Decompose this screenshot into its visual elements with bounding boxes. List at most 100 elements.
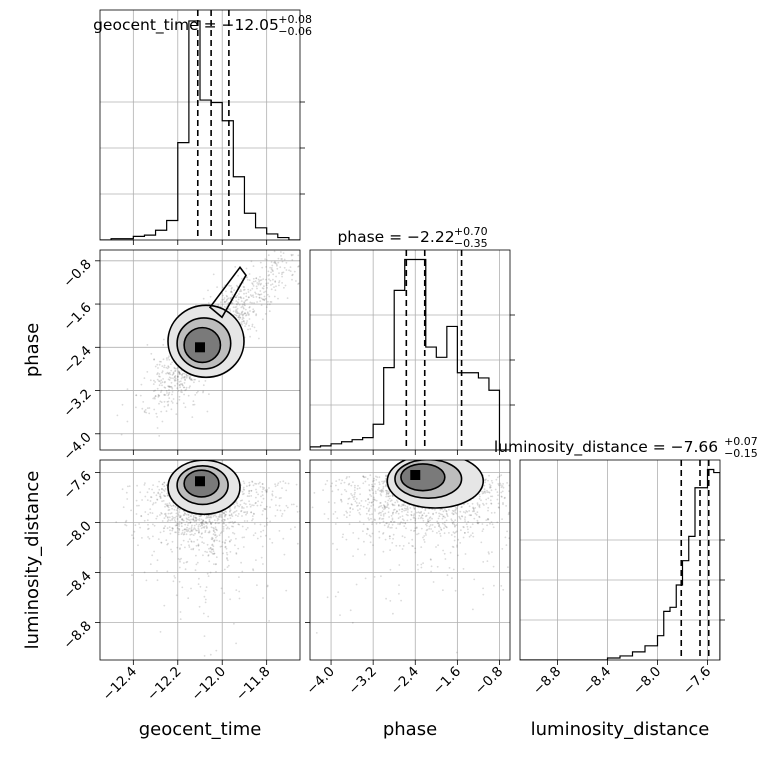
sample-point bbox=[555, 490, 557, 492]
sample-point bbox=[249, 328, 252, 330]
sample-point bbox=[357, 537, 360, 540]
sample-point bbox=[152, 523, 154, 526]
sample-point bbox=[195, 529, 198, 532]
sample-point bbox=[233, 532, 236, 535]
sample-point bbox=[539, 485, 541, 487]
sample-point bbox=[160, 410, 163, 413]
sample-point bbox=[362, 475, 365, 478]
sample-point bbox=[493, 584, 495, 587]
sample-point bbox=[218, 513, 221, 516]
sample-point bbox=[259, 481, 261, 484]
sample-point bbox=[184, 389, 187, 392]
sample-point bbox=[256, 301, 258, 303]
sample-point bbox=[406, 507, 409, 509]
sample-point bbox=[162, 500, 165, 502]
sample-point bbox=[169, 512, 172, 515]
sample-point bbox=[392, 533, 395, 536]
sample-point bbox=[179, 383, 182, 385]
sample-point bbox=[164, 505, 166, 508]
sample-point bbox=[469, 526, 472, 528]
sample-point bbox=[288, 269, 290, 272]
sample-point bbox=[182, 376, 185, 379]
sample-point bbox=[224, 541, 226, 544]
sample-point bbox=[197, 527, 200, 530]
contour-level-2 bbox=[400, 463, 446, 492]
scatter-1-frame bbox=[99, 459, 301, 661]
y-label-phase: phase bbox=[22, 323, 43, 377]
sample-point bbox=[183, 533, 186, 535]
sample-point bbox=[235, 300, 238, 302]
sample-point bbox=[241, 536, 244, 539]
sample-point bbox=[165, 504, 168, 507]
sample-point bbox=[478, 506, 481, 509]
sample-point bbox=[243, 511, 245, 514]
sample-point bbox=[478, 504, 481, 506]
sample-point bbox=[248, 318, 251, 320]
sample-point bbox=[260, 293, 263, 296]
sample-point bbox=[178, 511, 181, 513]
sample-point bbox=[213, 552, 216, 555]
sample-point bbox=[220, 513, 223, 516]
sample-point bbox=[489, 486, 491, 488]
sample-point bbox=[490, 495, 492, 498]
sample-point bbox=[273, 295, 276, 298]
sample-point bbox=[146, 499, 149, 501]
sample-point bbox=[414, 527, 417, 530]
sample-point bbox=[520, 476, 522, 478]
sample-point bbox=[205, 522, 207, 524]
sample-point bbox=[263, 299, 266, 302]
sample-point bbox=[270, 267, 273, 269]
sample-point bbox=[176, 518, 179, 520]
sample-point bbox=[183, 514, 186, 516]
sample-point bbox=[175, 509, 178, 512]
sample-point bbox=[543, 515, 545, 517]
sample-point bbox=[163, 517, 166, 519]
sample-point bbox=[420, 516, 423, 518]
sample-point bbox=[247, 314, 250, 316]
sample-point bbox=[265, 259, 268, 261]
sample-point bbox=[271, 283, 274, 285]
sample-point bbox=[161, 381, 164, 384]
sample-point bbox=[247, 328, 249, 331]
sample-point bbox=[152, 535, 154, 538]
sample-point bbox=[190, 587, 192, 590]
sample-point bbox=[164, 503, 167, 506]
sample-point bbox=[345, 516, 348, 519]
sample-point bbox=[223, 592, 226, 594]
sample-point bbox=[443, 527, 445, 530]
sample-point bbox=[364, 480, 367, 483]
sample-point bbox=[240, 312, 243, 315]
sample-point bbox=[245, 299, 248, 301]
sample-point bbox=[460, 529, 462, 532]
sample-point bbox=[169, 363, 172, 366]
sample-point bbox=[454, 509, 456, 512]
sample-point bbox=[239, 289, 242, 291]
sample-point bbox=[135, 406, 137, 409]
sample-point bbox=[278, 497, 281, 500]
sample-point bbox=[154, 365, 157, 368]
sample-point bbox=[405, 507, 408, 510]
sample-point bbox=[241, 314, 244, 317]
sample-point bbox=[390, 499, 393, 502]
sample-point bbox=[478, 505, 481, 507]
sample-point bbox=[256, 504, 259, 507]
sample-point bbox=[422, 562, 424, 564]
sample-point bbox=[237, 274, 240, 277]
sample-point bbox=[270, 261, 273, 263]
sample-point bbox=[189, 533, 192, 536]
sample-point bbox=[370, 517, 372, 520]
sample-point bbox=[185, 528, 188, 531]
sample-point bbox=[248, 313, 250, 315]
sample-point bbox=[189, 375, 192, 377]
sample-point bbox=[184, 568, 187, 571]
sample-point bbox=[229, 298, 232, 300]
sample-point bbox=[248, 490, 251, 492]
sample-point bbox=[499, 482, 502, 485]
sample-point bbox=[242, 285, 245, 288]
sample-point bbox=[181, 586, 184, 589]
sample-point bbox=[285, 489, 288, 492]
hist-1-frame bbox=[309, 249, 511, 451]
sample-point bbox=[453, 513, 455, 515]
sample-point bbox=[261, 501, 263, 504]
sample-point bbox=[180, 525, 183, 528]
